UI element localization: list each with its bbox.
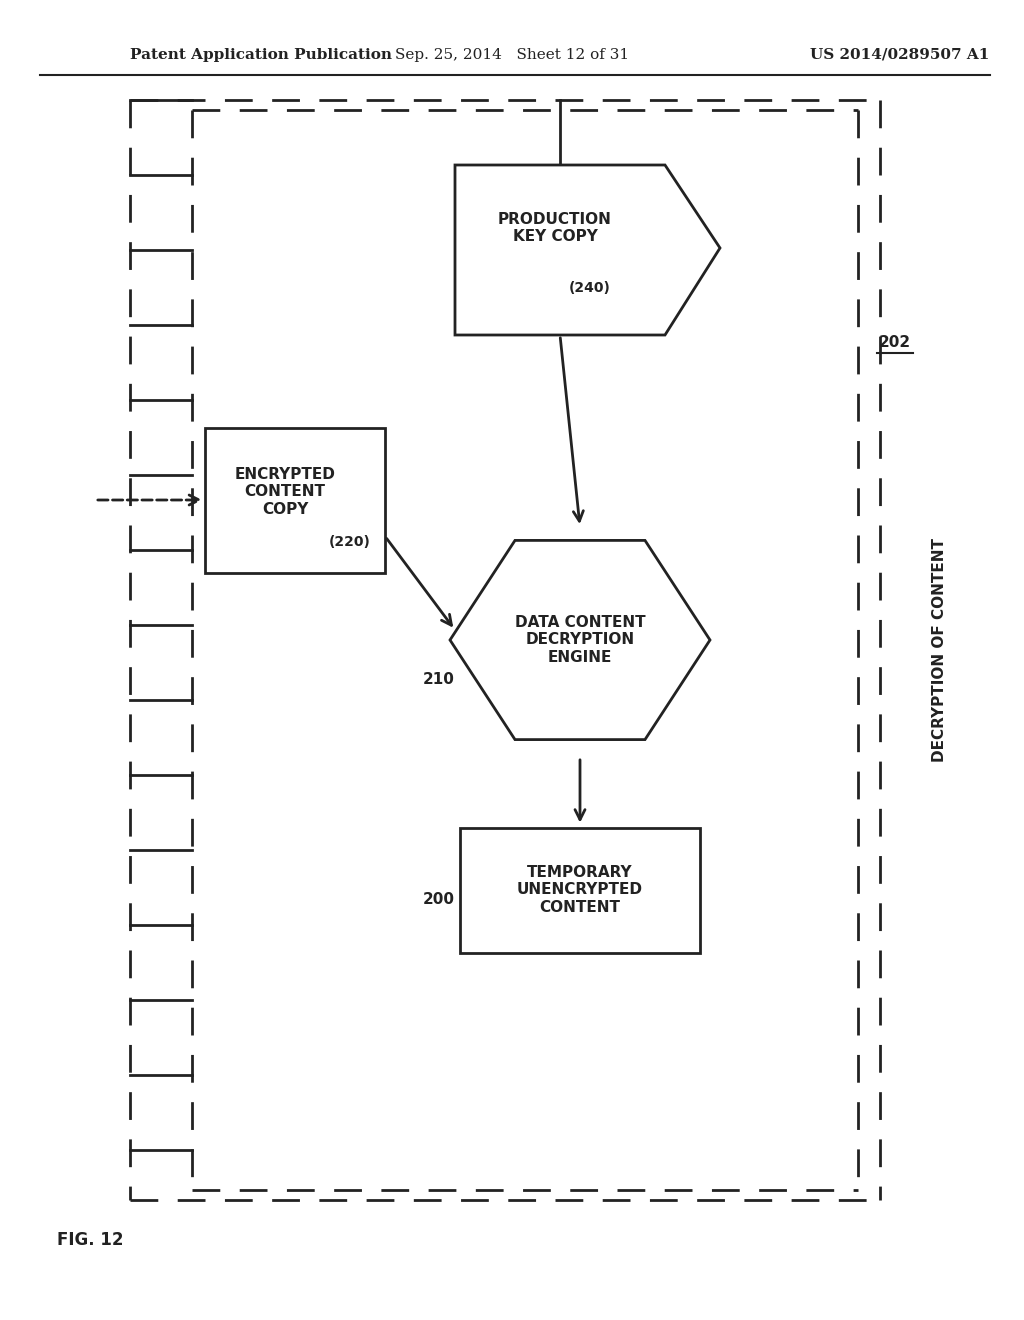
Bar [205,428,385,573]
Text: ENCRYPTED
CONTENT
COPY: ENCRYPTED CONTENT COPY [234,467,336,517]
Bar [460,828,700,953]
Text: TEMPORARY
UNENCRYPTED
CONTENT: TEMPORARY UNENCRYPTED CONTENT [517,865,643,915]
Text: FIG. 12: FIG. 12 [56,1232,123,1249]
Text: Patent Application Publication: Patent Application Publication [130,48,392,62]
Text: PRODUCTION
KEY COPY: PRODUCTION KEY COPY [498,211,612,244]
Polygon shape [450,540,710,739]
Text: 200: 200 [423,892,455,908]
Text: 202: 202 [879,335,911,350]
Text: US 2014/0289507 A1: US 2014/0289507 A1 [810,48,989,62]
Text: 210: 210 [423,672,455,688]
Text: DATA CONTENT
DECRYPTION
ENGINE: DATA CONTENT DECRYPTION ENGINE [515,615,645,665]
Text: (240): (240) [569,281,611,294]
Text: Sep. 25, 2014   Sheet 12 of 31: Sep. 25, 2014 Sheet 12 of 31 [395,48,629,62]
Text: DECRYPTION OF CONTENT: DECRYPTION OF CONTENT [933,539,947,762]
Text: (220): (220) [329,535,371,549]
Polygon shape [455,165,720,335]
